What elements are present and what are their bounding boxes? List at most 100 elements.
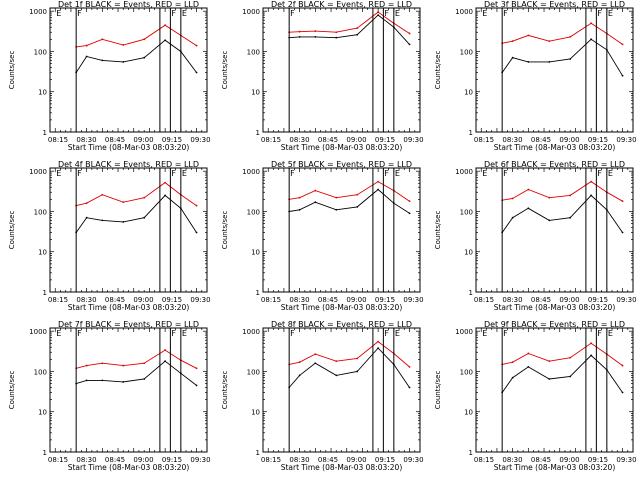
data-point-events	[85, 216, 88, 219]
data-point-lld	[548, 40, 551, 43]
panel-det-5: Det 5f BLACK = Events, RED = LLD 1 10 100 10…	[221, 160, 424, 312]
x-tick-label: 09:30	[190, 136, 210, 144]
data-point-lld	[356, 357, 359, 360]
marker-label: F	[597, 329, 602, 338]
x-tick-label: 09:00	[559, 136, 579, 144]
series-line-lld	[76, 24, 197, 48]
series-line-lld	[502, 181, 623, 202]
data-point-events	[314, 201, 317, 204]
data-point-events	[195, 71, 198, 74]
marker-label: F	[503, 169, 508, 178]
data-point-events	[298, 374, 301, 377]
marker-label: E	[56, 9, 61, 18]
y-tick-label: 10	[464, 249, 473, 257]
chart-title: Det 4f BLACK = Events, RED = LLD	[58, 160, 199, 169]
marker-label: F	[503, 9, 508, 18]
y-tick-label: 100	[34, 208, 47, 216]
x-tick-label: 08:30	[76, 136, 96, 144]
data-point-events	[548, 378, 551, 380]
panel-det-3: Det 3f BLACK = Events, RED = LLD 1 10 100 10…	[434, 0, 637, 152]
x-tick-label: 09:30	[190, 456, 210, 464]
series-line-events	[75, 39, 197, 73]
data-point-lld	[143, 196, 146, 199]
plot-frame	[475, 7, 634, 133]
marker-label: E	[482, 329, 487, 338]
data-point-lld	[408, 200, 411, 203]
y-tick-label: 1000	[455, 328, 473, 336]
panel-det-6: Det 6f BLACK = Events, RED = LLD 1 10 100 10…	[434, 160, 637, 312]
series-line-lld	[289, 341, 410, 368]
data-point-events	[511, 216, 514, 219]
x-tick-label: 09:00	[346, 456, 366, 464]
data-point-lld	[569, 35, 572, 38]
marker-label: E	[395, 329, 400, 338]
y-tick-label: 100	[460, 48, 473, 56]
data-point-events	[122, 61, 125, 63]
marker-label: E	[482, 169, 487, 178]
marker-label: F	[290, 9, 295, 18]
y-tick-label: 100	[247, 368, 260, 376]
panel-det-2: Det 2f BLACK = Events, RED = LLD 1 10 100 10…	[221, 0, 424, 152]
series-line-lld	[502, 342, 623, 366]
data-point-events	[335, 374, 338, 377]
y-tick-label: 1	[256, 289, 260, 297]
data-point-lld	[298, 30, 301, 33]
data-point-events	[85, 55, 88, 58]
plot-frame	[49, 167, 208, 293]
x-tick-label: 09:00	[559, 456, 579, 464]
x-tick-label: 08:15	[48, 296, 68, 304]
x-tick-label: 09:00	[559, 296, 579, 304]
marker-label: F	[77, 329, 82, 338]
x-tick-label: 09:15	[162, 136, 182, 144]
marker-label: F	[384, 9, 389, 18]
x-tick-label: 08:45	[531, 136, 551, 144]
x-axis-label: Start Time (08-Mar-03 08:03:20)	[68, 143, 190, 152]
y-tick-label: 1000	[29, 328, 47, 336]
x-tick-label: 08:15	[261, 456, 281, 464]
chart-title: Det 7f BLACK = Events, RED = LLD	[58, 320, 199, 329]
data-point-lld	[122, 364, 125, 367]
data-point-events	[621, 391, 624, 394]
x-tick-label: 09:00	[133, 456, 153, 464]
data-point-events	[590, 38, 593, 41]
y-tick-label: 10	[38, 89, 47, 97]
x-tick-label: 08:45	[318, 296, 338, 304]
data-point-events	[408, 212, 411, 215]
data-point-events	[143, 56, 146, 59]
y-tick-label: 10	[251, 249, 260, 257]
chart-title: Det 9f BLACK = Events, RED = LLD	[484, 320, 625, 329]
marker-label: E	[182, 329, 187, 338]
data-point-events	[527, 365, 530, 368]
chart-title: Det 6f BLACK = Events, RED = LLD	[484, 160, 625, 169]
series-line-events	[289, 188, 410, 214]
data-point-lld	[101, 362, 104, 365]
data-point-lld	[85, 364, 88, 367]
y-tick-label: 1000	[29, 8, 47, 16]
data-point-lld	[569, 356, 572, 359]
data-point-events	[298, 35, 301, 38]
x-tick-label: 09:15	[162, 456, 182, 464]
x-tick-label: 08:15	[261, 136, 281, 144]
data-point-lld	[164, 181, 167, 184]
y-tick-label: 100	[247, 48, 260, 56]
data-point-lld	[527, 188, 530, 191]
marker-label: F	[171, 9, 176, 18]
marker-label: F	[77, 9, 82, 18]
marker-label: E	[608, 9, 613, 18]
x-tick-label: 08:15	[48, 456, 68, 464]
y-tick-label: 1	[43, 289, 47, 297]
y-tick-label: 1	[256, 129, 260, 137]
x-tick-label: 08:30	[502, 296, 522, 304]
data-point-lld	[314, 353, 317, 355]
marker-label: F	[597, 9, 602, 18]
y-axis-label: Counts/sec	[8, 371, 16, 410]
series-line-lld	[289, 181, 410, 202]
y-tick-label: 1	[469, 449, 473, 457]
x-tick-label: 08:30	[502, 136, 522, 144]
x-tick-label: 09:15	[588, 456, 608, 464]
marker-label: E	[56, 329, 61, 338]
marker-label: F	[77, 169, 82, 178]
marker-label: F	[171, 169, 176, 178]
x-axis-label: Start Time (08-Mar-03 08:03:20)	[494, 303, 616, 312]
